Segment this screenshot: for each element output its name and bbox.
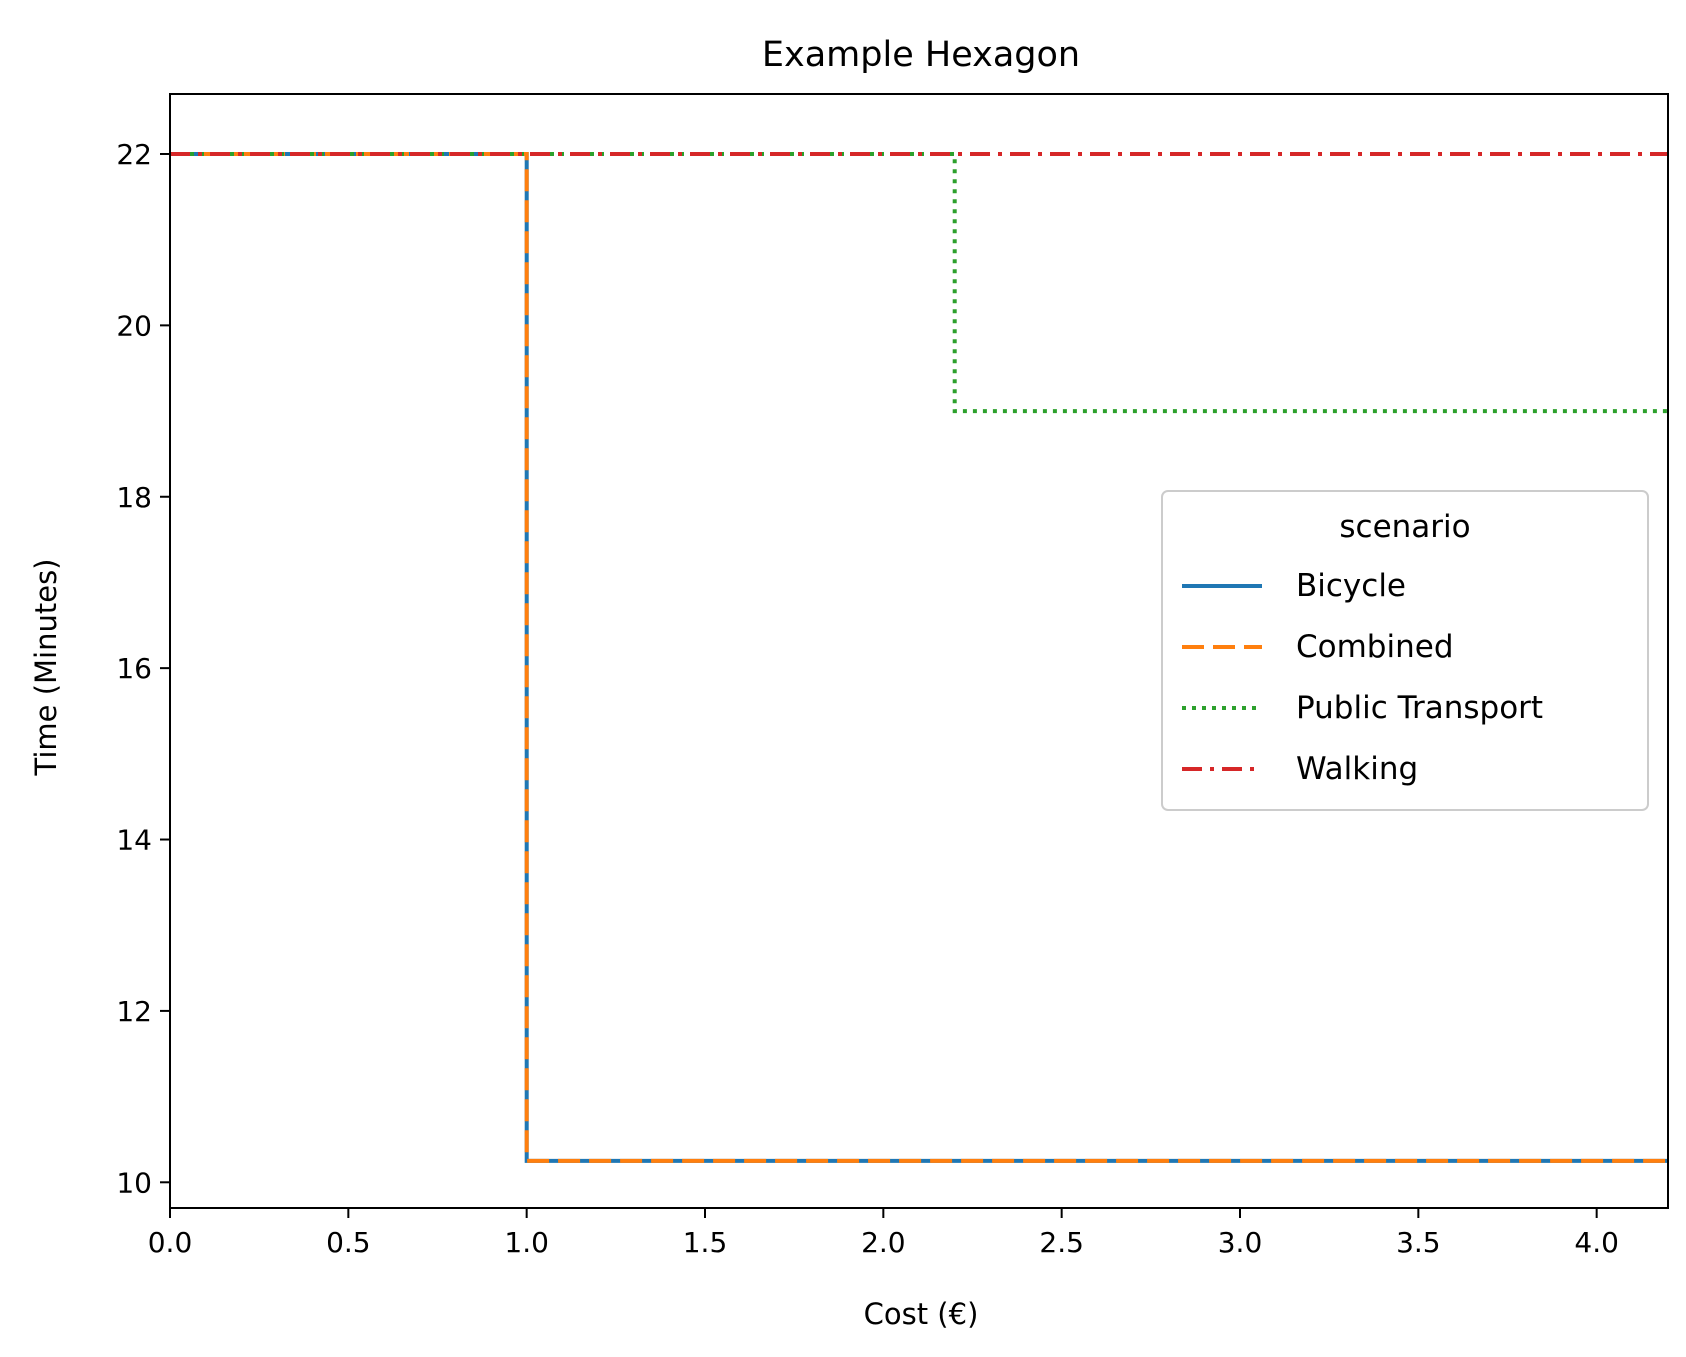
y-tick-label: 16 (116, 652, 152, 685)
x-tick-label: 0.0 (148, 1226, 193, 1259)
x-tick-label: 0.5 (326, 1226, 371, 1259)
y-axis: 10 12 14 16 18 20 22 (116, 138, 170, 1199)
x-tick-label: 3.0 (1218, 1226, 1263, 1259)
x-tick-label: 2.0 (861, 1226, 906, 1259)
y-tick-label: 22 (116, 138, 152, 171)
legend-entry: Public Transport (1296, 690, 1543, 726)
legend-entry: Combined (1296, 629, 1454, 665)
legend: scenario Bicycle Combined Public Transport… (1161, 490, 1649, 811)
y-tick-label: 18 (116, 481, 152, 514)
legend-title: scenario (1339, 509, 1470, 545)
x-axis-label: Cost (€) (864, 1297, 979, 1331)
series-line-combined (170, 152, 1668, 1163)
legend-items: Bicycle Combined Public Transport Walking (1182, 568, 1543, 787)
x-tick-label: 1.5 (683, 1226, 728, 1259)
x-tick-label: 1.0 (504, 1226, 549, 1259)
y-tick-label: 20 (116, 309, 152, 342)
legend-entry: Bicycle (1296, 568, 1406, 604)
x-tick-label: 2.5 (1039, 1226, 1084, 1259)
x-tick-label: 3.5 (1396, 1226, 1441, 1259)
y-axis-label: Time (Minutes) (29, 559, 63, 777)
series-line-public-transport (170, 152, 1668, 414)
plot-frame (169, 93, 1669, 1209)
y-tick-label: 14 (116, 824, 152, 857)
legend-box (1161, 490, 1649, 811)
chart-title: Example Hexagon (762, 35, 1080, 75)
x-tick-label: 4.0 (1574, 1226, 1619, 1259)
legend-entry: Walking (1296, 751, 1418, 787)
x-axis: 0.0 0.5 1.0 1.5 2.0 2.5 3.0 3.5 4.0 (148, 1208, 1619, 1259)
plot-lines (170, 152, 1668, 1163)
y-tick-label: 12 (116, 995, 152, 1028)
y-tick-label: 10 (116, 1166, 152, 1199)
